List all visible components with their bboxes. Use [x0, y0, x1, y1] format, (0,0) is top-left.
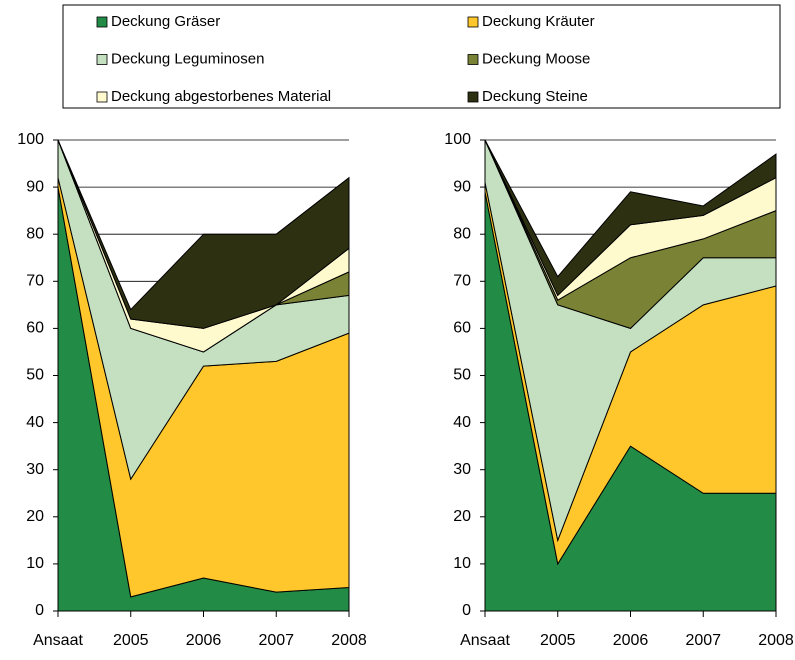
legend-label: Deckung Steine: [482, 88, 588, 105]
legend-label: Deckung Gräser: [111, 13, 220, 30]
y-tick-label: 0: [35, 602, 44, 619]
y-tick-label: 40: [453, 414, 471, 431]
y-tick-label: 90: [26, 178, 44, 195]
y-tick-label: 70: [453, 273, 471, 290]
y-tick-label: 80: [453, 225, 471, 242]
y-tick-label: 70: [26, 273, 44, 290]
area: [484, 139, 777, 297]
y-tick-label: 0: [462, 602, 471, 619]
x-tick-label: 2008: [331, 632, 367, 649]
legend-label: Deckung Kräuter: [482, 13, 595, 30]
y-tick-label: 20: [26, 508, 44, 525]
legend-swatch: [467, 16, 479, 28]
y-tick-label: 100: [17, 131, 44, 148]
y-tick-label: 30: [453, 461, 471, 478]
legend-box: [62, 4, 781, 109]
y-tick-label: 60: [453, 320, 471, 337]
x-tick-label: 2005: [113, 632, 149, 649]
y-tick-label: 10: [26, 555, 44, 572]
y-tick-label: 20: [453, 508, 471, 525]
y-tick-label: 50: [26, 367, 44, 384]
x-tick-label: 2008: [758, 632, 794, 649]
legend-label: Deckung abgestorbenes Material: [111, 88, 331, 105]
legend-label: Deckung Moose: [482, 50, 590, 67]
y-tick-label: 30: [26, 461, 44, 478]
y-tick-label: 40: [26, 414, 44, 431]
y-tick-label: 90: [453, 178, 471, 195]
y-tick-label: 100: [444, 131, 471, 148]
legend-swatch: [96, 54, 108, 65]
x-tick-label: Ansaat: [460, 632, 510, 649]
x-tick-label: 2007: [258, 632, 294, 649]
y-tick-label: 80: [26, 225, 44, 242]
legend-swatch: [467, 91, 479, 103]
x-tick-label: 2005: [540, 632, 576, 649]
legend-swatch: [467, 54, 479, 65]
x-tick-label: 2006: [186, 632, 222, 649]
area: [57, 139, 350, 329]
legend-swatch: [96, 91, 108, 103]
legend-swatch: [96, 16, 108, 28]
x-tick-label: 2007: [685, 632, 721, 649]
y-tick-label: 50: [453, 367, 471, 384]
y-tick-label: 10: [453, 555, 471, 572]
x-tick-label: 2006: [613, 632, 649, 649]
y-tick-label: 60: [26, 320, 44, 337]
legend-label: Deckung Leguminosen: [111, 50, 264, 67]
x-tick-label: Ansaat: [33, 632, 83, 649]
